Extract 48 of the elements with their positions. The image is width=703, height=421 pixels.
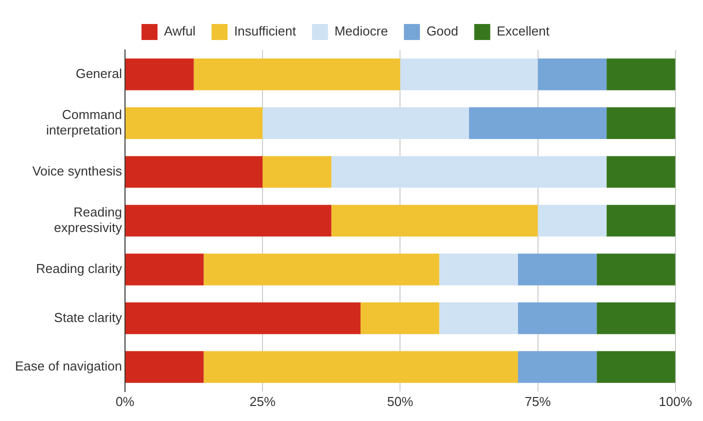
bar bbox=[518, 351, 597, 383]
bar bbox=[468, 107, 607, 140]
bar bbox=[606, 58, 676, 90]
bar bbox=[596, 351, 676, 383]
bar bbox=[125, 58, 194, 90]
bar bbox=[262, 156, 332, 188]
legend-label: Mediocre bbox=[334, 24, 388, 39]
bar bbox=[125, 204, 332, 237]
x-tick-label: 100% bbox=[658, 394, 692, 409]
y-tick-label: Reading clarity bbox=[36, 261, 122, 276]
legend-label: Insufficient bbox=[234, 24, 296, 39]
bar bbox=[262, 107, 469, 140]
x-tick-label: 25% bbox=[250, 394, 276, 409]
bar bbox=[194, 58, 400, 90]
y-tick-label: Command interpretation bbox=[46, 106, 122, 138]
y-tick-label: General bbox=[76, 66, 122, 81]
bar bbox=[606, 107, 676, 140]
bar bbox=[331, 204, 538, 237]
bar bbox=[538, 204, 607, 237]
bar bbox=[400, 58, 538, 90]
bar bbox=[204, 351, 518, 383]
legend-label: Excellent bbox=[496, 24, 550, 39]
y-tick-label: Ease of navigation bbox=[14, 358, 122, 374]
bar bbox=[596, 302, 676, 334]
y-tick-label: Reading expressivity bbox=[54, 204, 122, 236]
bar bbox=[125, 351, 204, 383]
bar bbox=[606, 204, 676, 237]
bar bbox=[439, 254, 518, 286]
legend-label: Awful bbox=[164, 24, 196, 39]
bar bbox=[125, 107, 263, 140]
bar bbox=[439, 302, 518, 334]
bar bbox=[331, 156, 607, 188]
y-tick-label: Voice synthesis bbox=[32, 164, 122, 179]
bar bbox=[596, 254, 676, 286]
bar bbox=[518, 254, 597, 286]
y-tick-label: State clarity bbox=[54, 310, 122, 325]
legend-label: Good bbox=[426, 24, 458, 39]
bar bbox=[360, 302, 440, 334]
bar bbox=[125, 156, 263, 188]
bar bbox=[125, 302, 361, 334]
bar bbox=[606, 156, 676, 188]
bar bbox=[204, 254, 440, 286]
bar bbox=[518, 302, 597, 334]
bar bbox=[125, 254, 204, 286]
bar bbox=[538, 58, 607, 90]
x-tick-label: 0% bbox=[116, 394, 135, 409]
x-tick-label: 75% bbox=[524, 394, 552, 409]
x-tick-label: 50% bbox=[387, 394, 414, 409]
